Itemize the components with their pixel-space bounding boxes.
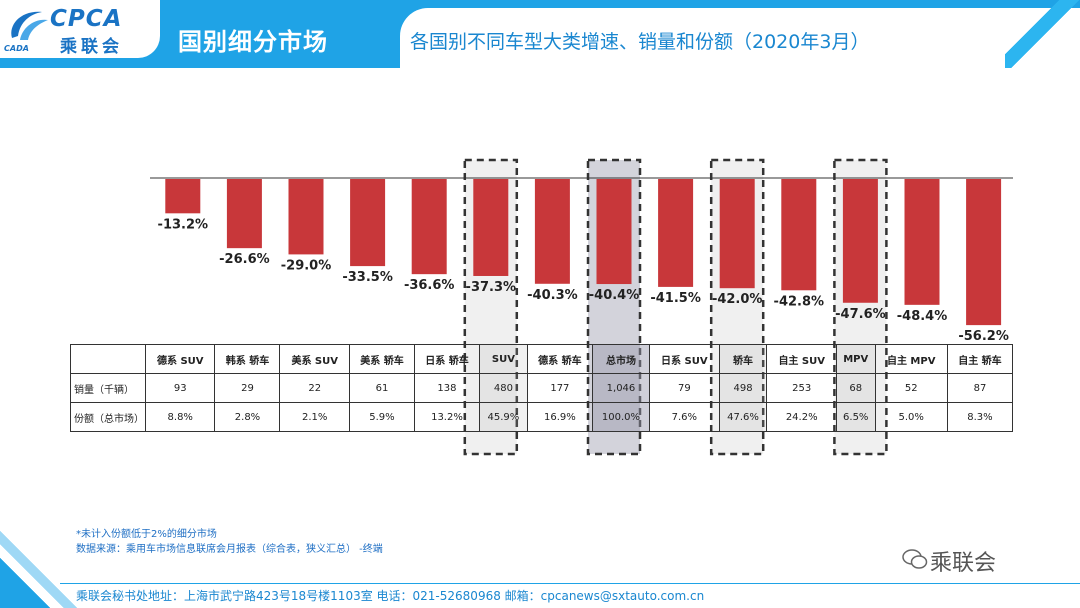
table-cell: 6.5% [835, 402, 876, 432]
table-cell: 480 [478, 373, 528, 403]
category-header: 美系 SUV [279, 344, 350, 374]
table-cell: 16.9% [526, 402, 593, 432]
category-header: 韩系 轿车 [214, 344, 281, 374]
row-header: 份额（总市场） [70, 402, 146, 432]
highlight-frame [586, 158, 642, 456]
category-header: SUV [478, 344, 528, 374]
category-header: 自主 轿车 [946, 344, 1014, 374]
category-header: 自主 MPV [874, 344, 948, 374]
table-cell: 52 [874, 373, 948, 403]
page-subtitle: 各国别不同车型大类增速、销量和份额（2020年3月） [410, 31, 870, 53]
table-cell: 29 [214, 373, 281, 403]
table-cell: 7.6% [649, 402, 720, 432]
cpca-logo: CPCA 乘联会 CADA [0, 0, 160, 58]
table-row: 份额（总市场） 8.8% 2.8% 2.1% 5.9% 13.2% 45.9% 16.9% 10… [70, 402, 1014, 432]
category-header: 总市场 [591, 344, 651, 374]
category-header: 德系 SUV [144, 344, 216, 374]
data-label: -48.4% [897, 309, 948, 324]
bar [226, 179, 262, 249]
table-cell: 8.8% [144, 402, 216, 432]
bar [411, 179, 447, 275]
data-label: -42.8% [774, 294, 825, 309]
table-cell: 22 [279, 373, 350, 403]
page-title: 国别细分市场 [178, 28, 328, 56]
category-header: 美系 轿车 [348, 344, 415, 374]
category-header: 日系 轿车 [413, 344, 480, 374]
bar [658, 179, 694, 287]
data-label: -42.0% [712, 292, 763, 307]
highlight-frame [463, 158, 519, 456]
table-cell: 61 [348, 373, 415, 403]
logo-swirl-icon [11, 11, 48, 40]
table-cell: 8.3% [946, 402, 1014, 432]
table-cell: 13.2% [413, 402, 480, 432]
wechat-icon [902, 549, 928, 569]
table-cell: 68 [835, 373, 876, 403]
header-subtitle-panel [400, 8, 1080, 68]
bar [966, 179, 1002, 326]
table-cell: 93 [144, 373, 216, 403]
data-label: -40.4% [589, 288, 640, 303]
table-header-row: 德系 SUV 韩系 轿车 美系 SUV 美系 轿车 日系 轿车 SUV 德系 轿车 总市场 日系… [70, 344, 1014, 374]
category-header: 轿车 [718, 344, 768, 374]
highlight-frame [709, 158, 765, 456]
table-cell: 87 [946, 373, 1014, 403]
note-line-1: *未计入份额低于2%的细分市场 [76, 529, 217, 540]
header-decor-stripe [1005, 0, 1080, 68]
bar [165, 179, 201, 214]
bar [534, 179, 570, 284]
table-cell: 2.1% [279, 402, 350, 432]
highlight-frame [833, 158, 888, 456]
bar [904, 179, 940, 305]
logo-text: CPCA [50, 6, 123, 32]
table-row: 销量（千辆） 93 29 22 61 138 480 177 1,046 79 498 253 68 52… [70, 373, 1014, 403]
corner-decor [0, 520, 80, 608]
footer-contact: 乘联会秘书处地址：上海市武宁路423号18号楼1103室 电话：021-5268… [76, 589, 705, 603]
footer-line [60, 583, 1080, 584]
data-label: -29.0% [281, 258, 332, 273]
logo-chinese-text: 乘联会 [60, 37, 123, 57]
bar [288, 179, 324, 255]
category-header: 德系 轿车 [526, 344, 593, 374]
table-cell: 5.9% [348, 402, 415, 432]
table-cell: 253 [766, 373, 837, 403]
table-cell: 2.8% [214, 402, 281, 432]
category-header: MPV [835, 344, 876, 374]
category-header: 自主 SUV [766, 344, 837, 374]
bar [473, 179, 509, 276]
table-cell: 138 [413, 373, 480, 403]
data-label: -33.5% [342, 270, 393, 285]
data-label: -36.6% [404, 278, 455, 293]
data-label: -40.3% [527, 288, 578, 303]
bar [781, 179, 817, 291]
data-label: -56.2% [958, 329, 1009, 344]
table-cell: 45.9% [478, 402, 528, 432]
logo-small-text: CADA [4, 44, 29, 53]
bar [842, 179, 878, 303]
data-label: -13.2% [158, 217, 209, 232]
table-cell: 1,046 [591, 373, 651, 403]
table-cell: 177 [526, 373, 593, 403]
data-label: -26.6% [219, 252, 270, 267]
bar [350, 179, 386, 267]
bar [596, 179, 632, 285]
data-label: -41.5% [650, 291, 701, 306]
table-cell: 100.0% [591, 402, 651, 432]
source-note: 数据来源：乘用车市场信息联席会月报表（综合表，狭义汇总） -终端 [76, 544, 383, 555]
table-cell: 79 [649, 373, 720, 403]
data-label: -37.3% [466, 280, 517, 295]
table-cell: 47.6% [718, 402, 768, 432]
data-label: -47.6% [835, 307, 886, 322]
data-table: 德系 SUV 韩系 轿车 美系 SUV 美系 轿车 日系 轿车 SUV 德系 轿车 总市场 日系… [70, 344, 1014, 432]
row-header: 销量（千辆） [70, 373, 146, 403]
table-corner-cell [70, 344, 146, 374]
bar [719, 179, 755, 289]
table-cell: 498 [718, 373, 768, 403]
table-cell: 24.2% [766, 402, 837, 432]
category-header: 日系 SUV [649, 344, 720, 374]
table-cell: 5.0% [874, 402, 948, 432]
watermark-text: 乘联会 [930, 551, 997, 576]
